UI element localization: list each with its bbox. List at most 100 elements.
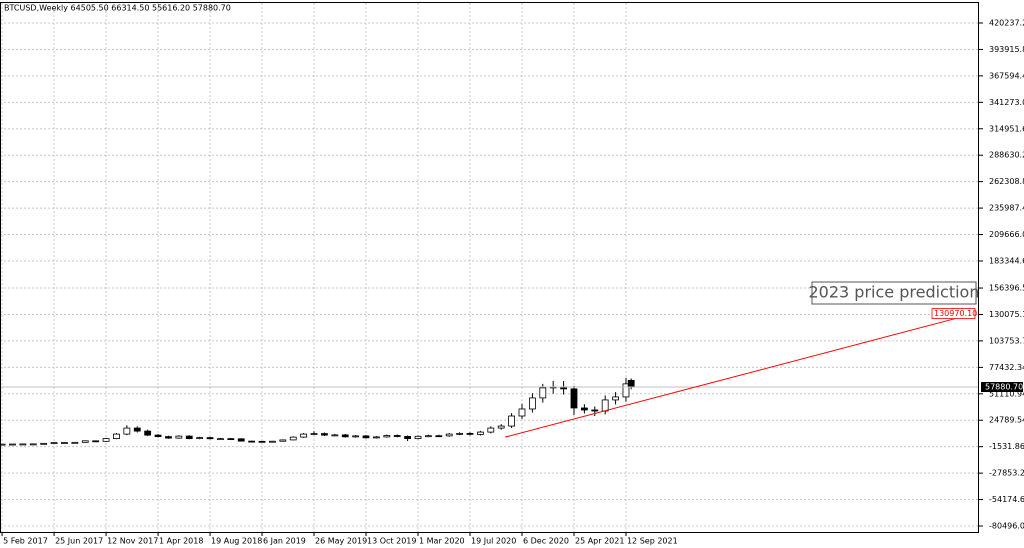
candle-body [81,440,89,443]
y-tick-label: 183344.64 [989,256,1024,265]
candle-body [92,440,100,443]
candle-body [185,435,193,440]
y-tick-label: 51110.94 [989,389,1024,398]
trend-label-box [931,308,976,319]
candle-body [341,434,349,438]
candle-body [352,435,360,438]
marks [0,377,979,446]
candle-body [123,427,131,435]
y-tick-label: 341273.04 [989,98,1024,107]
annotation: 2023 price prediction [809,283,980,302]
candle-body [248,440,256,443]
chart-title: BTCUSD,Weekly 64505.50 66314.50 55616.20… [4,4,231,13]
candle-body [321,433,328,436]
candle-body [373,436,380,439]
candle-body [528,397,536,410]
candle-body [9,443,16,446]
candle-body [425,435,432,438]
plot-border [0,2,979,533]
candle-body [362,435,370,439]
grid [0,3,979,532]
candle-body [71,441,79,444]
last-price-label: 57880.70 [985,382,1023,391]
candle-body [154,434,162,438]
candle-body [102,438,110,442]
y-tick-label: 367594.44 [989,71,1024,80]
y-tick-label: -27853.26 [989,469,1024,478]
y-tick-label: 24789.54 [989,416,1024,425]
candle-body [0,443,6,446]
candle-body [331,434,339,437]
candle-body [456,432,464,435]
y-tick-label: -1531.86 [989,442,1024,451]
candle-body [61,442,68,444]
candle-body [113,433,120,440]
x-tick-label: 26 May 2019 [315,537,367,546]
candle-body [612,396,619,401]
candle-body [269,440,276,443]
candle-body [19,443,27,446]
candle-body [627,379,635,388]
y-tick-label: 314951.64 [989,124,1024,133]
candle-body [144,430,152,436]
x-tick-label: 12 Sep 2021 [627,537,678,546]
candle-body [414,435,422,440]
x-tick-label: 1 Apr 2018 [159,537,203,546]
candle-body [622,383,630,398]
candle-body [289,436,297,441]
candle-body [300,433,308,438]
y-tick-label: 209666.04 [989,230,1024,239]
candle-body [206,437,214,440]
last-price-box [981,381,1023,392]
candle-body [40,442,48,445]
candle-body [258,440,266,443]
x-tick-label: 13 Oct 2019 [367,537,416,546]
candle-body [487,427,495,433]
candle-body [466,432,474,435]
candle-body [591,409,599,412]
x-tick-label: 25 Apr 2021 [575,537,624,546]
candle-body [29,443,37,446]
x-tick-label: 19 Aug 2018 [211,537,262,546]
candle-body [165,436,172,439]
candle-body [279,439,287,442]
candle-body [518,408,526,417]
y-tick-label: 393915.84 [989,45,1024,54]
candle-body [508,415,515,427]
y-tick-label: 235987.44 [989,204,1024,213]
candle-body [50,442,58,445]
candle-body [237,438,245,442]
x-tick-label: 19 Jul 2020 [471,537,516,546]
candle-body [601,399,609,412]
candle-body [404,435,412,440]
trend-line [504,313,975,438]
trend-label: 130970.10 [934,309,977,318]
y-tick-label: 288630.24 [989,151,1024,160]
candle-body [477,431,484,435]
y-tick-label: 77432.34 [989,363,1024,372]
y-tick-label: 156396.54 [989,284,1024,293]
candle-body [580,407,588,411]
candle-body [217,438,224,441]
candle-body [435,435,443,438]
y-tick-label: 262308.84 [989,177,1024,186]
annotation-box [811,281,977,305]
x-tick-label: 6 Jan 2019 [263,537,306,546]
candle-body [310,433,318,435]
candle-body [445,433,453,437]
candle-body [133,427,141,432]
y-tick-label: -80496.06 [989,521,1024,530]
candle-body [393,435,401,437]
candle-body [175,435,183,439]
y-tick-label: 103753.74 [989,336,1024,345]
x-tick-label: 12 Nov 2017 [107,537,158,546]
x-tick-label: 1 Mar 2020 [419,537,465,546]
candle-body [497,425,505,429]
candle-body [539,387,547,399]
x-tick-label: 25 Jun 2017 [55,537,103,546]
candle-body [227,438,235,441]
x-tick-label: 5 Feb 2017 [3,537,48,546]
y-tick-label: 420237.24 [989,19,1024,28]
